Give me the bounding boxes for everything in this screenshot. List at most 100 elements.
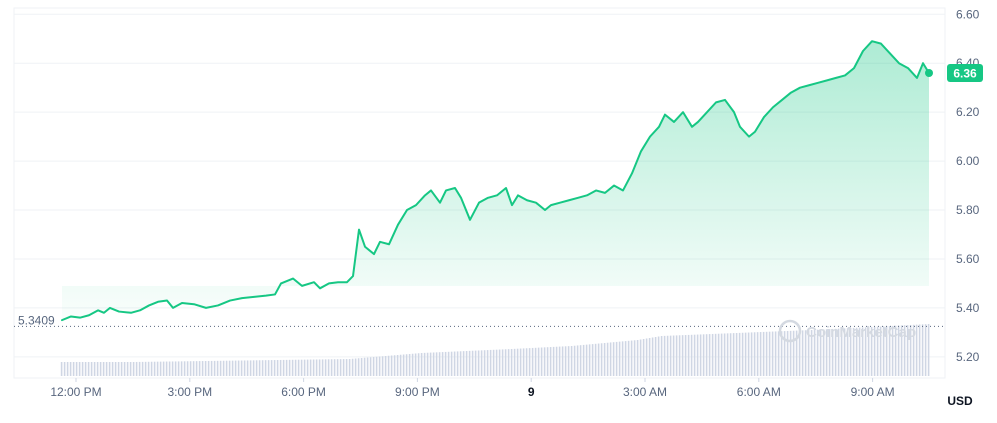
volume-bar	[648, 338, 651, 376]
x-tick-label: 6:00 AM	[737, 385, 781, 399]
volume-bar	[276, 360, 279, 376]
volume-bar	[765, 331, 768, 376]
volume-bar	[219, 360, 222, 376]
volume-bar	[411, 353, 414, 376]
volume-bar	[645, 338, 648, 376]
volume-bar	[75, 362, 78, 376]
volume-bar	[408, 354, 411, 376]
volume-bar	[606, 342, 609, 376]
volume-bar	[498, 349, 501, 376]
volume-bar	[483, 350, 486, 376]
volume-bar	[600, 343, 603, 376]
volume-bar	[480, 350, 483, 376]
volume-bar	[360, 358, 363, 376]
volume-bar	[252, 360, 255, 376]
volume-bar	[768, 331, 771, 376]
volume-bar	[195, 361, 198, 377]
volume-bar	[447, 351, 450, 376]
volume-bar	[567, 346, 570, 376]
volume-bar	[465, 351, 468, 376]
volume-bar	[288, 359, 291, 376]
volume-bar	[675, 335, 678, 376]
volume-bar	[486, 350, 489, 376]
volume-bar	[840, 328, 843, 376]
volume-bar	[363, 357, 366, 376]
volume-bar	[255, 360, 258, 376]
current-price-badge	[947, 64, 983, 83]
volume-bar	[540, 347, 543, 376]
volume-bar	[504, 349, 507, 376]
volume-bar	[867, 327, 870, 376]
volume-bar	[894, 325, 897, 376]
volume-bar	[273, 360, 276, 376]
volume-bar	[375, 356, 378, 376]
volume-bar	[876, 326, 879, 376]
volume-bar	[72, 362, 75, 376]
volume-bar	[189, 361, 192, 376]
volume-bar	[435, 352, 438, 376]
volume-bar	[474, 350, 477, 376]
volume-bar	[777, 331, 780, 376]
volume-bar	[534, 347, 537, 376]
volume-bar	[897, 325, 900, 376]
volume-bar	[852, 327, 855, 376]
volume-bar	[303, 359, 306, 377]
volume-bar	[318, 359, 321, 376]
volume-bar	[726, 333, 729, 376]
volume-bar	[882, 326, 885, 376]
volume-bar	[282, 359, 285, 376]
currency-label: USD	[947, 394, 973, 408]
volume-bar	[141, 361, 144, 377]
volume-bar	[306, 359, 309, 376]
x-tick-label: 12:00 PM	[50, 385, 101, 399]
volume-bar	[579, 345, 582, 376]
volume-bar	[657, 336, 660, 376]
volume-bar	[300, 359, 303, 376]
volume-bar	[213, 360, 216, 377]
volume-bar	[525, 348, 528, 376]
y-tick-label: 5.80	[956, 203, 980, 217]
volume-bar	[513, 348, 516, 376]
volume-bar	[801, 330, 804, 376]
volume-bar	[546, 347, 549, 376]
volume-bar	[705, 334, 708, 376]
volume-bar	[660, 336, 663, 376]
volume-bar	[162, 361, 165, 376]
x-tick-label: 9:00 PM	[395, 385, 440, 399]
volume-bar	[456, 351, 459, 376]
volume-bar	[690, 334, 693, 376]
volume-bar	[291, 359, 294, 376]
volume-bar	[207, 360, 210, 376]
volume-bar	[615, 341, 618, 376]
volume-bar	[186, 361, 189, 376]
volume-bar	[669, 335, 672, 376]
volume-bar	[237, 360, 240, 376]
volume-bar	[843, 328, 846, 376]
volume-bar	[246, 360, 249, 376]
volume-bar	[786, 330, 789, 376]
volume-bar	[123, 362, 126, 376]
volume-bar	[522, 348, 525, 376]
x-tick-label: 6:00 PM	[281, 385, 326, 399]
volume-bar	[531, 347, 534, 376]
volume-bar	[834, 328, 837, 376]
volume-bar	[315, 359, 318, 376]
volume-bar	[462, 351, 465, 376]
volume-bar	[387, 355, 390, 376]
volume-bar	[636, 340, 639, 376]
volume-bar	[564, 346, 567, 376]
volume-bar	[507, 349, 510, 376]
current-price-dot	[925, 69, 933, 78]
volume-bar	[231, 360, 234, 377]
volume-bar	[915, 324, 918, 376]
volume-bar	[60, 362, 63, 376]
volume-bar	[150, 361, 153, 376]
volume-bar	[366, 357, 369, 376]
volume-bar	[171, 361, 174, 376]
volume-bar	[321, 359, 324, 377]
price-area	[62, 41, 929, 321]
volume-bar	[351, 358, 354, 376]
volume-bar	[699, 334, 702, 376]
